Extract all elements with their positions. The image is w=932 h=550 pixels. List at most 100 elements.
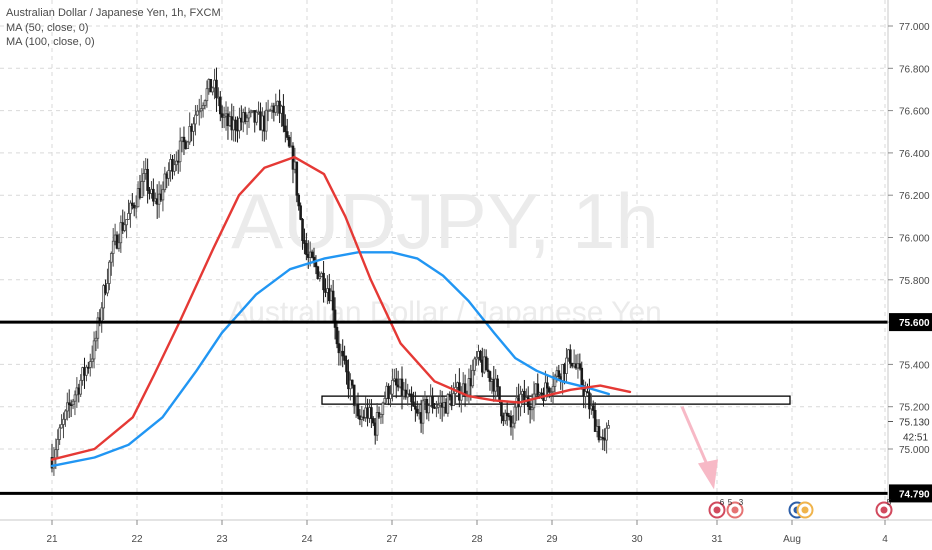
candle-body[interactable] xyxy=(431,396,434,408)
candle-body[interactable] xyxy=(175,160,178,166)
candle-body[interactable] xyxy=(391,379,394,395)
candle-body[interactable] xyxy=(54,449,58,459)
candle-body[interactable] xyxy=(370,407,373,419)
candle-body[interactable] xyxy=(305,243,308,255)
candle-body[interactable] xyxy=(406,393,410,398)
candle-body[interactable] xyxy=(415,408,419,414)
candle-body[interactable] xyxy=(496,378,499,388)
candle-body[interactable] xyxy=(90,358,94,362)
candle-body[interactable] xyxy=(389,393,392,400)
candle-body[interactable] xyxy=(448,394,452,397)
support-zone-box[interactable] xyxy=(321,395,791,405)
candle-body[interactable] xyxy=(421,400,425,424)
candle-body[interactable] xyxy=(129,202,132,214)
candle-body[interactable] xyxy=(341,350,344,357)
candle-body[interactable] xyxy=(220,113,224,118)
candle-body[interactable] xyxy=(578,363,582,369)
candle-body[interactable] xyxy=(375,412,379,436)
candle-body[interactable] xyxy=(111,240,115,254)
candle-body[interactable] xyxy=(186,141,190,149)
candle-body[interactable] xyxy=(215,79,218,99)
candle-body[interactable] xyxy=(479,350,482,361)
candle-body[interactable] xyxy=(140,181,144,198)
candle-body[interactable] xyxy=(333,309,337,328)
candle-body[interactable] xyxy=(371,418,375,424)
candle-body[interactable] xyxy=(345,359,348,373)
candle-body[interactable] xyxy=(194,114,197,125)
candle-body[interactable] xyxy=(58,427,61,440)
candle-body[interactable] xyxy=(268,109,272,112)
candle-body[interactable] xyxy=(285,131,289,138)
candle-body[interactable] xyxy=(161,189,165,201)
candle-body[interactable] xyxy=(530,407,534,411)
candle-body[interactable] xyxy=(79,379,82,395)
candle-body[interactable] xyxy=(218,96,222,115)
candle-body[interactable] xyxy=(352,384,356,406)
candle-body[interactable] xyxy=(173,164,176,172)
candle-body[interactable] xyxy=(337,343,341,354)
candle-body[interactable] xyxy=(71,400,75,406)
candle-body[interactable] xyxy=(437,404,440,408)
candle-body[interactable] xyxy=(356,404,360,417)
candle-body[interactable] xyxy=(222,115,226,118)
ma100-line[interactable] xyxy=(50,251,610,468)
candle-body[interactable] xyxy=(245,117,249,122)
candle-body[interactable] xyxy=(284,125,287,133)
candle-body[interactable] xyxy=(167,170,170,179)
candle-body[interactable] xyxy=(400,378,404,397)
candle-body[interactable] xyxy=(605,427,608,441)
candle-body[interactable] xyxy=(287,137,291,147)
candle-body[interactable] xyxy=(119,222,123,244)
candle-body[interactable] xyxy=(593,409,597,432)
candle-body[interactable] xyxy=(591,405,595,411)
candle-body[interactable] xyxy=(123,224,126,231)
candle-body[interactable] xyxy=(264,109,268,132)
candle-body[interactable] xyxy=(565,357,568,374)
candle-body[interactable] xyxy=(435,406,438,409)
candle-body[interactable] xyxy=(282,105,285,127)
candle-body[interactable] xyxy=(526,397,530,407)
candle-body[interactable] xyxy=(247,112,251,119)
candle-body[interactable] xyxy=(52,457,56,469)
candle-body[interactable] xyxy=(410,393,413,403)
candle-body[interactable] xyxy=(588,392,591,410)
candle-body[interactable] xyxy=(381,402,385,415)
candle-body[interactable] xyxy=(383,397,387,404)
projection-arrow-head[interactable] xyxy=(698,459,718,490)
candle-body[interactable] xyxy=(404,389,408,398)
candle-body[interactable] xyxy=(503,412,507,422)
candle-body[interactable] xyxy=(310,251,314,258)
candle-body[interactable] xyxy=(274,105,278,113)
candle-body[interactable] xyxy=(586,391,589,394)
candle-body[interactable] xyxy=(100,307,104,322)
candle-body[interactable] xyxy=(597,426,601,441)
candle-body[interactable] xyxy=(199,108,203,112)
candle-body[interactable] xyxy=(568,349,572,364)
candle-body[interactable] xyxy=(66,402,69,412)
candle-body[interactable] xyxy=(146,168,149,191)
candle-body[interactable] xyxy=(249,110,253,114)
candle-body[interactable] xyxy=(152,188,155,202)
candle-body[interactable] xyxy=(205,88,209,102)
candle-body[interactable] xyxy=(322,272,325,291)
candle-body[interactable] xyxy=(549,391,553,394)
candle-body[interactable] xyxy=(115,234,119,249)
candle-body[interactable] xyxy=(607,425,610,429)
candle-body[interactable] xyxy=(414,405,417,410)
candle-body[interactable] xyxy=(475,356,478,360)
candle-body[interactable] xyxy=(299,205,302,220)
candle-body[interactable] xyxy=(301,218,304,241)
candle-body[interactable] xyxy=(102,285,105,309)
candle-body[interactable] xyxy=(343,355,346,361)
projection-arrow-shaft[interactable] xyxy=(680,406,712,473)
candle-body[interactable] xyxy=(255,111,258,123)
candle-body[interactable] xyxy=(88,361,92,368)
candle-body[interactable] xyxy=(580,367,584,387)
candle-body[interactable] xyxy=(197,110,201,113)
candle-body[interactable] xyxy=(584,391,587,397)
candle-body[interactable] xyxy=(316,266,320,279)
candle-body[interactable] xyxy=(188,126,192,143)
candle-body[interactable] xyxy=(234,119,237,131)
candle-body[interactable] xyxy=(551,385,555,393)
